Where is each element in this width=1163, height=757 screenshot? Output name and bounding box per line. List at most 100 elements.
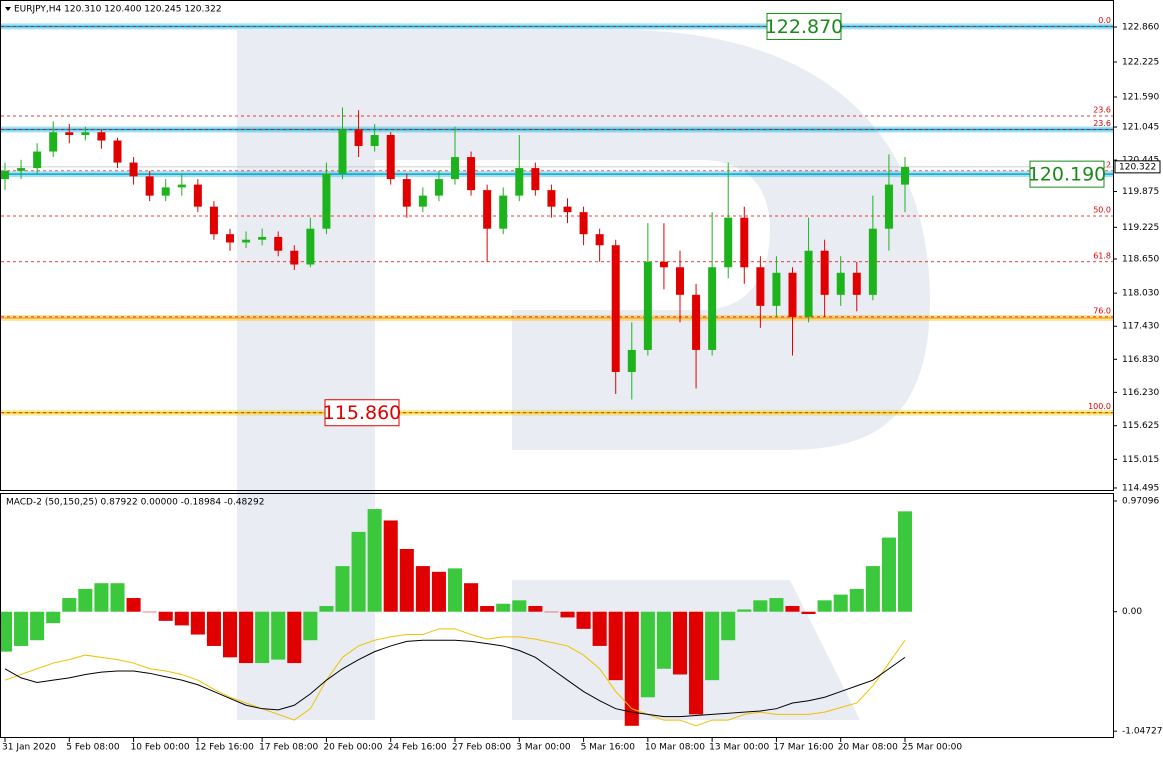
macd-bar [881,537,896,612]
macd-bar [785,606,800,612]
y-tick-label: 115.015 [1122,455,1159,465]
macd-bar [897,511,913,612]
macd-bar [480,606,495,612]
x-tick-label: 17 Mar 16:00 [773,743,833,753]
macd-bar [255,611,270,664]
candle-body [129,162,138,177]
x-tick-label: 3 Mar 00:00 [516,743,571,753]
y-tick-label: 117.430 [1122,322,1159,332]
macd-bar [817,600,832,612]
candle-body [515,168,524,196]
y-tick-label: 0.00 [1122,607,1142,617]
macd-bar [319,606,334,612]
candle-body [209,206,218,235]
y-tick-label: 121.590 [1122,92,1159,102]
x-tick-label: 31 Jan 2020 [2,743,56,753]
candle-body [451,157,459,180]
macd-bar [62,598,77,612]
macd-bar [46,611,61,624]
macd-bar [190,611,205,635]
candle-body [708,267,717,350]
macd-bar [608,611,623,681]
price-label: 122.870 [765,16,844,38]
macd-bar [464,583,479,612]
macd-bar [769,598,784,612]
candle-body [338,129,347,174]
macd-bar [0,611,13,652]
fib-label: 0.0 [1098,16,1111,25]
candle-body [579,212,588,235]
candle-body [242,239,251,243]
macd-bar [30,611,45,641]
candle-body [740,217,749,268]
price-label-box [1029,160,1105,188]
macd-bar [849,588,864,612]
macd-bar [206,611,221,646]
candle-body [868,228,877,295]
macd-bar [399,548,414,612]
y-tick-label: 116.830 [1122,355,1159,365]
macd-bar [367,509,382,612]
chart-title: EURJPY,H4 120.310 120.400 120.245 120.32… [14,5,222,15]
macd-bar [431,571,446,612]
candle-body [595,234,604,246]
y-tick-label: 118.650 [1122,255,1159,265]
candle-body [81,132,90,136]
candle-body [418,195,427,207]
macd-bar [721,611,736,641]
macd-bar [560,611,575,618]
candle-body [434,179,443,196]
x-tick-label: 25 Mar 00:00 [902,743,962,753]
candle-body [97,132,106,141]
candle-body [659,261,668,268]
candle-body [161,187,170,196]
y-tick-label: -1.04727 [1122,727,1162,737]
candle-body [836,272,845,295]
last-price-box [1114,160,1161,174]
macd-bar [624,611,639,726]
macd-bar [656,611,671,669]
y-tick-label: 116.230 [1122,388,1159,398]
candle-body [65,132,74,136]
macd-bar [383,520,398,612]
y-tick-label: 119.875 [1122,187,1159,197]
candle-body [17,168,26,171]
candle-body [226,234,234,243]
frame [0,0,1114,738]
menu-arrow [5,7,11,11]
y-tick-label: 122.860 [1122,23,1159,33]
macd-bar [287,611,302,664]
macd-bar [335,566,350,612]
candle-body [386,135,395,180]
macd-title: MACD-2 (50,150,25) 0.87922 0.00000 -0.18… [6,498,264,508]
candle-body [756,267,765,306]
candle-body [467,157,476,191]
y-tick-label: 122.225 [1122,57,1159,67]
y-tick-label: 118.030 [1122,289,1159,299]
candle-body [692,294,701,350]
macd-bar [705,611,720,681]
x-tick-label: 10 Feb 00:00 [131,743,190,753]
macd-bar [544,611,559,613]
macd-bar [753,600,768,612]
fib-label: 23.6 [1093,119,1111,128]
candle-body [724,217,733,268]
macd-bar [496,603,511,612]
candle-body [852,272,861,295]
candle-body [290,250,299,265]
x-tick-label: 24 Feb 16:00 [388,743,447,753]
candle-body [1,170,9,180]
x-tick-label: 20 Mar 08:00 [838,743,898,753]
price-label-box [324,399,400,427]
y-tick-label: 121.045 [1122,123,1159,133]
macd-bar [833,594,848,612]
candle-body [274,236,283,251]
candle-body [788,272,797,317]
candle-body [901,166,909,185]
candle-body [563,206,572,213]
candle-body [772,272,781,306]
candle-body [193,184,202,207]
y-tick-label: 0.97096 [1122,496,1159,506]
macd-bar [303,611,318,641]
